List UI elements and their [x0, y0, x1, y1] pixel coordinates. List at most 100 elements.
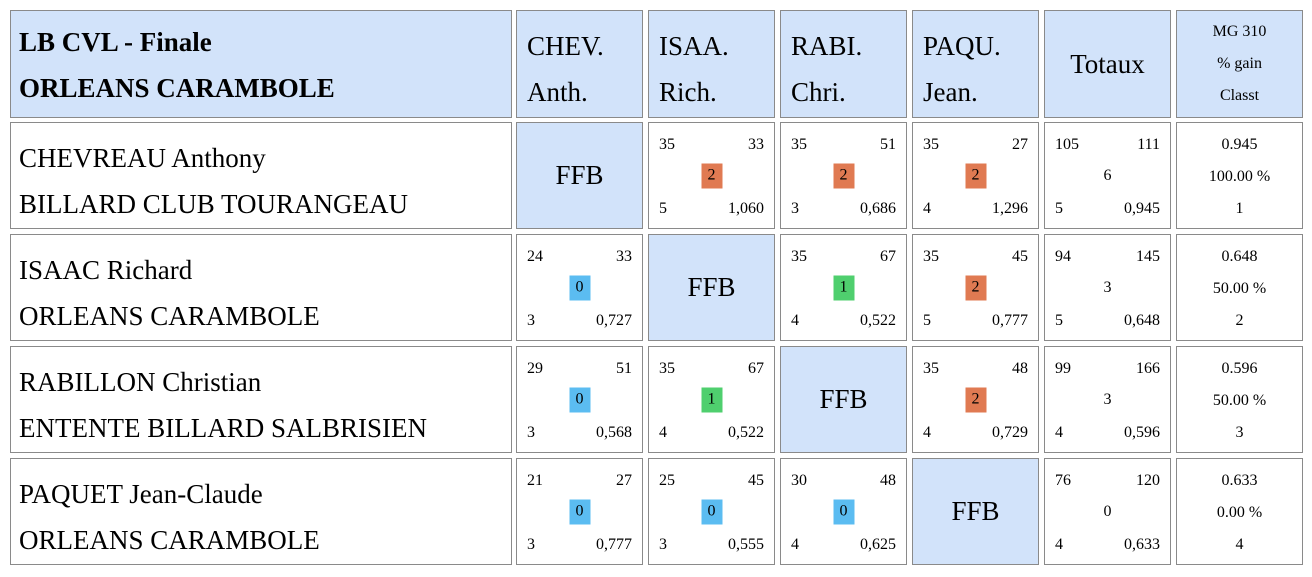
result-mg: 0.945 [1221, 135, 1258, 153]
match-series: 4 [659, 424, 667, 441]
header-player-line1: CHEV. [527, 31, 604, 61]
match-series: 5 [923, 312, 931, 329]
result-pct: 50.00 % [1212, 279, 1267, 297]
player-club: ORLEANS CARAMBOLE [19, 525, 320, 555]
header-mg-line3: Classt [1219, 87, 1260, 104]
match-average: 0,777 [992, 312, 1028, 329]
result-cell: 0.648 50.00 % 2 [1176, 234, 1303, 341]
ffb-cell: FFB [516, 122, 643, 229]
result-rank: 2 [1235, 311, 1244, 329]
header-player-line1: ISAA. [659, 31, 729, 61]
total-score: 6 [1103, 166, 1112, 184]
match-points: 35 [923, 136, 939, 153]
match-average: 1,060 [728, 200, 764, 217]
match-cell: 21 27 0 3 0,777 [516, 458, 643, 565]
ffb-cell: FFB [648, 234, 775, 341]
total-average: 0,945 [1124, 200, 1160, 217]
result-cell: 0.596 50.00 % 3 [1176, 346, 1303, 453]
match-series: 3 [527, 424, 535, 441]
match-average: 0,522 [728, 424, 764, 441]
match-cell: 30 48 0 4 0,625 [780, 458, 907, 565]
total-series: 5 [1055, 200, 1063, 217]
match-score-badge: 2 [965, 275, 986, 300]
match-series: 3 [791, 200, 799, 217]
match-score-badge: 2 [965, 387, 986, 412]
total-score: 3 [1103, 390, 1112, 408]
header-player-line2: Anth. [527, 77, 588, 107]
match-average: 0,727 [596, 312, 632, 329]
match-cell: 35 67 1 4 0,522 [648, 346, 775, 453]
totals-cell: 76 120 0 4 0,633 [1044, 458, 1171, 565]
match-cell: 35 45 2 5 0,777 [912, 234, 1039, 341]
total-average: 0,648 [1124, 312, 1160, 329]
match-average: 0,686 [860, 200, 896, 217]
total-series: 5 [1055, 312, 1063, 329]
match-points: 35 [791, 136, 807, 153]
match-series: 4 [791, 312, 799, 329]
result-mg: 0.648 [1221, 247, 1258, 265]
match-points: 35 [659, 136, 675, 153]
match-reprises: 27 [616, 472, 632, 489]
match-points: 24 [527, 248, 543, 265]
total-reprises: 120 [1136, 472, 1160, 489]
match-points: 25 [659, 472, 675, 489]
match-reprises: 27 [1012, 136, 1028, 153]
result-rank: 4 [1235, 535, 1244, 553]
match-reprises: 45 [748, 472, 764, 489]
match-series: 4 [791, 536, 799, 553]
match-cell: 24 33 0 3 0,727 [516, 234, 643, 341]
total-reprises: 166 [1136, 360, 1160, 377]
totals-cell: 99 166 3 4 0,596 [1044, 346, 1171, 453]
match-score-badge: 2 [833, 163, 854, 188]
match-series: 4 [923, 200, 931, 217]
ffb-label: FFB [555, 160, 604, 190]
match-average: 0,729 [992, 424, 1028, 441]
match-points: 35 [923, 360, 939, 377]
player-name: RABILLON Christian [19, 367, 262, 397]
match-series: 5 [659, 200, 667, 217]
match-cell: 35 51 2 3 0,686 [780, 122, 907, 229]
result-cell: 0.945 100.00 % 1 [1176, 122, 1303, 229]
ffb-cell: FFB [780, 346, 907, 453]
match-series: 4 [923, 424, 931, 441]
result-mg: 0.633 [1221, 471, 1258, 489]
header-mg-line2: % gain [1217, 55, 1262, 72]
match-score-badge: 1 [833, 275, 854, 300]
match-score-badge: 0 [569, 275, 590, 300]
match-average: 0,777 [596, 536, 632, 553]
total-series: 4 [1055, 536, 1063, 553]
match-reprises: 67 [748, 360, 764, 377]
header-player-line2: Rich. [659, 77, 717, 107]
match-reprises: 45 [1012, 248, 1028, 265]
match-cell: 35 33 2 5 1,060 [648, 122, 775, 229]
match-points: 35 [923, 248, 939, 265]
header-title-cell: LB CVL - Finale ORLEANS CARAMBOLE [10, 10, 512, 118]
match-cell: 35 27 2 4 1,296 [912, 122, 1039, 229]
total-points: 99 [1055, 360, 1071, 377]
match-average: 0,625 [860, 536, 896, 553]
total-points: 76 [1055, 472, 1071, 489]
match-score-badge: 0 [701, 499, 722, 524]
match-cell: 35 67 1 4 0,522 [780, 234, 907, 341]
header-mg-line1: MG 310 [1212, 23, 1267, 40]
header-title-line1: LB CVL - Finale [19, 27, 212, 57]
player-row-name: PAQUET Jean-Claude ORLEANS CARAMBOLE [10, 458, 512, 565]
result-pct: 0.00 % [1216, 503, 1263, 521]
player-row-name: ISAAC Richard ORLEANS CARAMBOLE [10, 234, 512, 341]
match-reprises: 48 [1012, 360, 1028, 377]
ffb-label: FFB [819, 384, 868, 414]
match-score-badge: 0 [833, 499, 854, 524]
result-rank: 1 [1235, 199, 1244, 217]
total-score: 3 [1103, 278, 1112, 296]
match-cell: 35 48 2 4 0,729 [912, 346, 1039, 453]
match-reprises: 33 [748, 136, 764, 153]
match-reprises: 33 [616, 248, 632, 265]
result-mg: 0.596 [1221, 359, 1258, 377]
result-cell: 0.633 0.00 % 4 [1176, 458, 1303, 565]
match-score-badge: 0 [569, 387, 590, 412]
result-pct: 50.00 % [1212, 391, 1267, 409]
match-points: 30 [791, 472, 807, 489]
player-club: ENTENTE BILLARD SALBRISIEN [19, 413, 427, 443]
header-totals-label: Totaux [1070, 48, 1145, 79]
totals-cell: 94 145 3 5 0,648 [1044, 234, 1171, 341]
